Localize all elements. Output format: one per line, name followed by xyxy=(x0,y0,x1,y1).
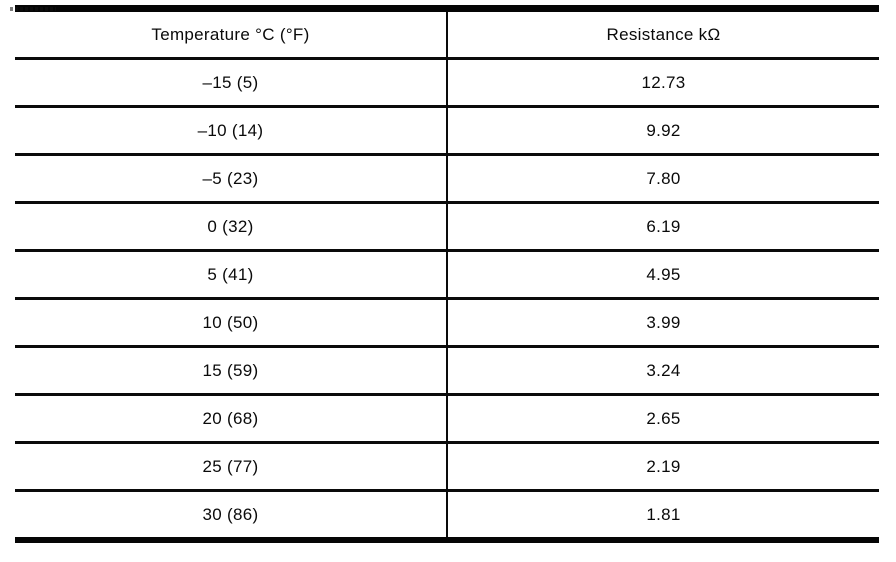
temperature-cell: –10 (14) xyxy=(15,106,448,156)
resistance-cell: 2.65 xyxy=(447,394,879,444)
table-row: 20 (68) 2.65 xyxy=(15,394,879,444)
table-row: –15 (5) 12.73 xyxy=(15,58,879,108)
document-page: Temperature °C (°F) Resistance kΩ –15 (5… xyxy=(0,5,896,562)
resistance-cell: 4.95 xyxy=(447,250,879,300)
table-body: –15 (5) 12.73 –10 (14) 9.92 –5 (23) 7.80… xyxy=(15,58,879,542)
table-row: –5 (23) 7.80 xyxy=(15,154,879,204)
temperature-cell: –15 (5) xyxy=(15,58,448,108)
resistance-cell: 12.73 xyxy=(447,58,879,108)
temperature-cell: 0 (32) xyxy=(15,202,448,252)
table-row: 5 (41) 4.95 xyxy=(15,250,879,300)
table-row: 30 (86) 1.81 xyxy=(15,490,879,542)
resistance-cell: 9.92 xyxy=(447,106,879,156)
table-row: 10 (50) 3.99 xyxy=(15,298,879,348)
temperature-cell: 10 (50) xyxy=(15,298,448,348)
temperature-cell: –5 (23) xyxy=(15,154,448,204)
header-row: Temperature °C (°F) Resistance kΩ xyxy=(15,8,879,60)
resistance-cell: 7.80 xyxy=(447,154,879,204)
temperature-resistance-table: Temperature °C (°F) Resistance kΩ –15 (5… xyxy=(15,5,879,543)
table-row: 15 (59) 3.24 xyxy=(15,346,879,396)
table-row: 0 (32) 6.19 xyxy=(15,202,879,252)
temperature-cell: 30 (86) xyxy=(15,490,448,542)
resistance-cell: 1.81 xyxy=(447,490,879,542)
temperature-cell: 25 (77) xyxy=(15,442,448,492)
resistance-cell: 6.19 xyxy=(447,202,879,252)
table-header: Temperature °C (°F) Resistance kΩ xyxy=(15,8,879,60)
col-header-resistance: Resistance kΩ xyxy=(447,8,879,60)
temperature-cell: 5 (41) xyxy=(15,250,448,300)
resistance-cell: 3.99 xyxy=(447,298,879,348)
col-header-temperature: Temperature °C (°F) xyxy=(15,8,448,60)
temperature-cell: 15 (59) xyxy=(15,346,448,396)
resistance-cell: 3.24 xyxy=(447,346,879,396)
resistance-cell: 2.19 xyxy=(447,442,879,492)
table-row: 25 (77) 2.19 xyxy=(15,442,879,492)
table-row: –10 (14) 9.92 xyxy=(15,106,879,156)
temperature-cell: 20 (68) xyxy=(15,394,448,444)
